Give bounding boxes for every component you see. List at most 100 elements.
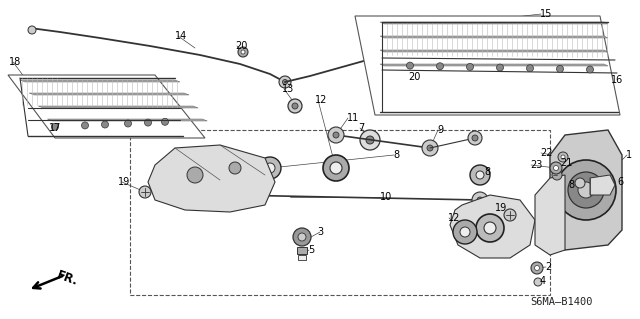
Polygon shape <box>380 36 608 38</box>
Circle shape <box>81 122 88 129</box>
Text: 8: 8 <box>484 167 490 177</box>
Polygon shape <box>380 64 608 66</box>
Text: 8: 8 <box>568 180 574 190</box>
Polygon shape <box>47 119 207 121</box>
Circle shape <box>484 222 496 234</box>
Bar <box>297 247 307 254</box>
Circle shape <box>259 157 281 179</box>
Text: 6: 6 <box>617 177 623 187</box>
Polygon shape <box>8 75 205 138</box>
Bar <box>298 255 306 260</box>
Circle shape <box>288 99 302 113</box>
Circle shape <box>395 75 405 85</box>
Circle shape <box>330 162 342 174</box>
Circle shape <box>422 140 438 156</box>
Text: 11: 11 <box>347 113 359 123</box>
Polygon shape <box>38 106 198 108</box>
Circle shape <box>550 162 562 174</box>
Circle shape <box>406 62 413 69</box>
Text: 18: 18 <box>9 57 21 67</box>
Text: 2: 2 <box>545 262 551 272</box>
Polygon shape <box>550 130 622 250</box>
Text: 8: 8 <box>393 150 399 160</box>
Text: 20: 20 <box>235 41 248 51</box>
Circle shape <box>552 170 562 180</box>
Text: S6MA–B1400: S6MA–B1400 <box>530 297 593 307</box>
Text: 9: 9 <box>437 125 443 135</box>
Text: 19: 19 <box>118 177 131 187</box>
Polygon shape <box>450 195 535 258</box>
Circle shape <box>472 192 488 208</box>
Circle shape <box>470 165 490 185</box>
Circle shape <box>476 214 504 242</box>
Circle shape <box>586 66 593 73</box>
Circle shape <box>467 63 474 70</box>
Text: 1: 1 <box>626 150 632 160</box>
Circle shape <box>477 197 483 203</box>
Circle shape <box>187 167 203 183</box>
Circle shape <box>531 262 543 274</box>
Circle shape <box>125 120 131 127</box>
Circle shape <box>468 131 482 145</box>
Circle shape <box>238 47 248 57</box>
Circle shape <box>534 265 540 271</box>
Text: 3: 3 <box>317 227 323 237</box>
Circle shape <box>561 155 565 159</box>
Circle shape <box>28 26 36 34</box>
Circle shape <box>328 127 344 143</box>
Circle shape <box>497 64 504 71</box>
Circle shape <box>227 192 233 198</box>
Circle shape <box>51 123 58 130</box>
Circle shape <box>534 278 542 286</box>
Text: 4: 4 <box>540 276 546 286</box>
Text: 5: 5 <box>308 245 314 255</box>
Text: 19: 19 <box>495 203 508 213</box>
Text: 14: 14 <box>175 31 188 41</box>
Circle shape <box>398 78 402 82</box>
Circle shape <box>282 79 287 85</box>
Text: 23: 23 <box>530 160 542 170</box>
Circle shape <box>557 65 563 72</box>
Circle shape <box>527 65 534 72</box>
Circle shape <box>554 166 559 170</box>
Text: 16: 16 <box>611 75 623 85</box>
Circle shape <box>360 130 380 150</box>
Circle shape <box>229 162 241 174</box>
Circle shape <box>575 178 585 188</box>
Polygon shape <box>29 93 189 95</box>
Polygon shape <box>380 50 608 52</box>
Polygon shape <box>20 80 180 82</box>
Text: 10: 10 <box>380 192 392 202</box>
Text: 20: 20 <box>408 72 420 82</box>
Circle shape <box>366 136 374 144</box>
Circle shape <box>556 160 616 220</box>
Circle shape <box>568 172 604 208</box>
Circle shape <box>460 227 470 237</box>
Polygon shape <box>355 16 620 115</box>
Circle shape <box>578 182 594 198</box>
Circle shape <box>265 163 275 173</box>
Circle shape <box>476 171 484 179</box>
Text: 21: 21 <box>560 158 572 168</box>
Circle shape <box>558 152 568 162</box>
Text: 22: 22 <box>540 148 552 158</box>
Circle shape <box>436 63 444 70</box>
Circle shape <box>453 220 477 244</box>
Bar <box>130 130 550 295</box>
Circle shape <box>241 50 245 54</box>
Polygon shape <box>380 22 608 24</box>
Circle shape <box>323 155 349 181</box>
Text: 12: 12 <box>448 213 460 223</box>
Circle shape <box>161 118 168 125</box>
Circle shape <box>145 119 152 126</box>
Text: 13: 13 <box>282 84 294 94</box>
Text: 17: 17 <box>49 123 61 133</box>
Circle shape <box>298 233 306 241</box>
Polygon shape <box>148 145 275 212</box>
Polygon shape <box>535 175 565 255</box>
Text: 15: 15 <box>540 9 552 19</box>
Circle shape <box>279 76 291 88</box>
Text: 12: 12 <box>315 95 328 105</box>
Circle shape <box>292 103 298 109</box>
Circle shape <box>333 132 339 138</box>
